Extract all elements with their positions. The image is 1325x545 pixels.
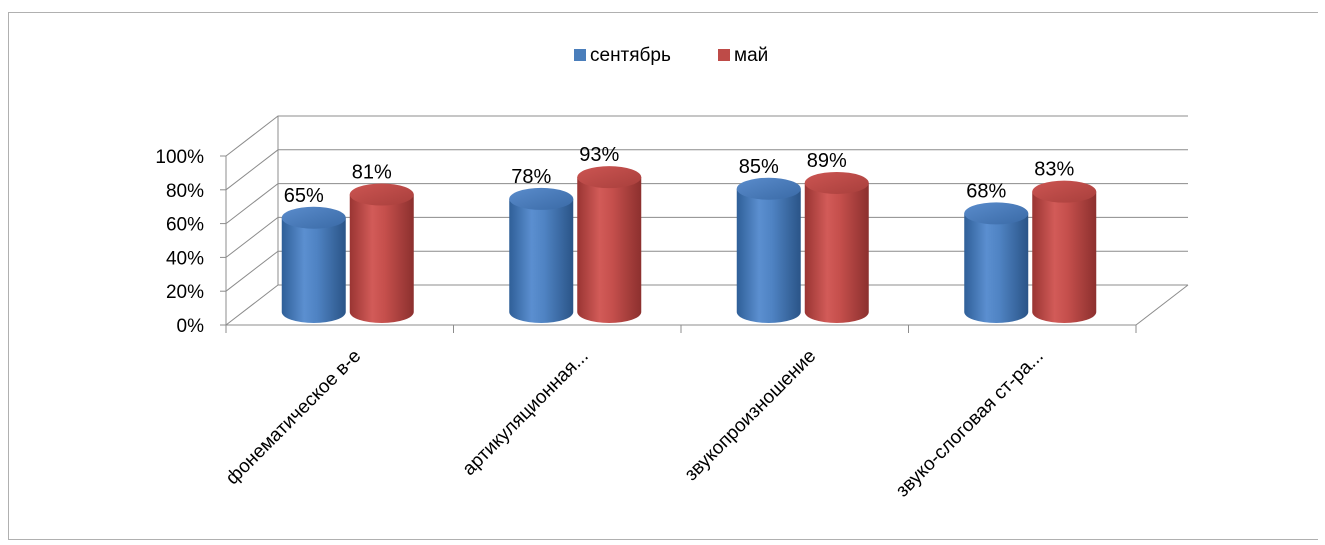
y-tick-label: 40% [166, 248, 204, 269]
data-label: 65% [284, 185, 324, 207]
bar [736, 177, 801, 324]
x-tick-label: фонематическое в-е [222, 346, 365, 489]
bar-body [281, 217, 346, 324]
bar-body [349, 194, 414, 324]
data-label: 81% [352, 162, 392, 184]
legend-swatch-sentyabr [574, 49, 586, 61]
bar-body [509, 198, 574, 324]
bar [804, 171, 869, 324]
data-labels: 65% 81% 78% 93% 85% 89% 68% 83% [284, 144, 1075, 207]
bar [1032, 180, 1097, 324]
chart-frame [8, 12, 1318, 540]
data-label: 78% [511, 166, 551, 188]
legend-swatch-may [718, 49, 730, 61]
x-tick-label: звуко-слоговая ст-ра... [892, 346, 1048, 502]
bar-top [1032, 180, 1097, 203]
y-tick-label: 0% [177, 316, 205, 337]
data-label: 89% [807, 150, 847, 172]
bar-body [964, 213, 1029, 324]
data-label: 83% [1034, 159, 1074, 181]
y-axis-ticks: 0% 20% 40% 60% 80% 100% [155, 147, 226, 337]
y-tick-label: 60% [166, 215, 204, 236]
legend-label-may: май [734, 45, 768, 66]
bar [509, 187, 574, 324]
y-tick-label: 100% [155, 147, 204, 168]
x-axis-labels: фонематическое в-е артикуляционная... звук… [222, 346, 1048, 502]
bar-top [964, 202, 1029, 225]
legend-label-sentyabr: сентябрь [590, 45, 671, 66]
x-axis [225, 325, 1137, 333]
gridlines [225, 115, 1189, 326]
bar-top [509, 187, 574, 210]
bar [577, 166, 642, 324]
bar-top [577, 166, 642, 189]
bar [964, 202, 1029, 324]
legend: сентябрь май [574, 45, 768, 66]
bar-body [577, 177, 642, 324]
bar-top [804, 171, 869, 194]
data-label: 85% [739, 156, 779, 178]
bar-top [281, 206, 346, 229]
bar [281, 206, 346, 324]
floor-right-edge [1135, 284, 1189, 326]
bar-body [1032, 191, 1097, 324]
bar-body [736, 188, 801, 324]
data-label: 68% [966, 180, 1006, 202]
y-tick-label: 80% [166, 181, 204, 202]
bars [281, 166, 1097, 324]
y-tick-label: 20% [166, 282, 204, 303]
bar-top [349, 183, 414, 206]
bar [349, 183, 414, 324]
bar-top [736, 177, 801, 200]
data-label: 93% [579, 144, 619, 166]
bar-body [804, 182, 869, 324]
x-tick-label: звукопроизношение [681, 346, 820, 485]
x-tick-label: артикуляционная... [459, 346, 593, 480]
